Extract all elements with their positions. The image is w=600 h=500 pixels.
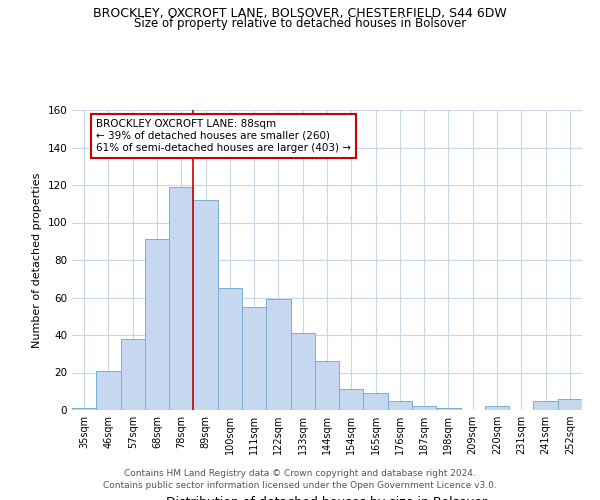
Text: Size of property relative to detached houses in Bolsover: Size of property relative to detached ho… xyxy=(134,18,466,30)
Bar xyxy=(266,300,290,410)
Bar xyxy=(121,339,145,410)
Bar xyxy=(412,406,436,410)
Bar xyxy=(242,307,266,410)
Text: Contains HM Land Registry data © Crown copyright and database right 2024.: Contains HM Land Registry data © Crown c… xyxy=(124,468,476,477)
Bar xyxy=(388,400,412,410)
Text: BROCKLEY, OXCROFT LANE, BOLSOVER, CHESTERFIELD, S44 6DW: BROCKLEY, OXCROFT LANE, BOLSOVER, CHESTE… xyxy=(93,8,507,20)
Text: Contains public sector information licensed under the Open Government Licence v3: Contains public sector information licen… xyxy=(103,481,497,490)
Bar xyxy=(290,333,315,410)
Bar xyxy=(193,200,218,410)
Bar xyxy=(364,393,388,410)
Bar xyxy=(533,400,558,410)
Bar xyxy=(436,408,461,410)
Bar xyxy=(558,399,582,410)
Bar xyxy=(96,370,121,410)
Bar xyxy=(315,361,339,410)
Bar xyxy=(485,406,509,410)
Bar xyxy=(169,187,193,410)
Text: BROCKLEY OXCROFT LANE: 88sqm
← 39% of detached houses are smaller (260)
61% of s: BROCKLEY OXCROFT LANE: 88sqm ← 39% of de… xyxy=(96,120,351,152)
X-axis label: Distribution of detached houses by size in Bolsover: Distribution of detached houses by size … xyxy=(167,496,487,500)
Bar xyxy=(145,240,169,410)
Bar xyxy=(72,408,96,410)
Bar xyxy=(339,390,364,410)
Y-axis label: Number of detached properties: Number of detached properties xyxy=(32,172,42,348)
Bar xyxy=(218,288,242,410)
